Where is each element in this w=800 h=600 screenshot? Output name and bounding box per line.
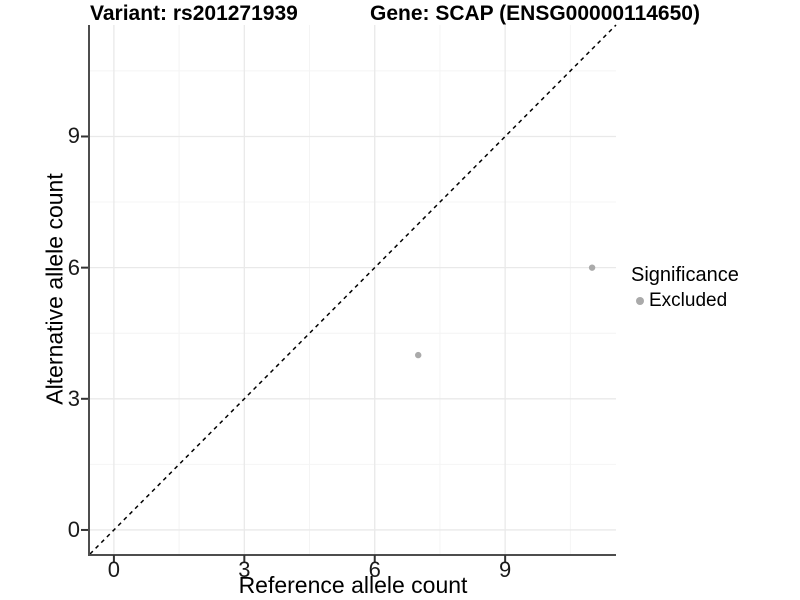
data-point xyxy=(588,264,596,271)
identity-line xyxy=(89,24,617,555)
x-tick-label: 6 xyxy=(368,557,381,582)
legend: Significance Excluded xyxy=(631,264,739,312)
x-axis-title: Reference allele count xyxy=(238,572,468,598)
y-tick-label: 3 xyxy=(67,385,80,411)
x-tick-label: 9 xyxy=(499,557,512,582)
y-axis-title: Alternative allele count xyxy=(41,173,68,405)
legend-point-icon xyxy=(636,297,644,305)
y-tick-label: 0 xyxy=(67,516,80,542)
x-tick-label: 0 xyxy=(107,557,121,582)
plot-title-variant: Variant: rs201271939 xyxy=(90,2,298,25)
plot-title-gene: Gene: SCAP (ENSG00000114650) xyxy=(370,2,700,25)
x-tick-label: 3 xyxy=(238,557,251,582)
data-point xyxy=(415,351,422,359)
y-tick-label: 6 xyxy=(67,254,80,280)
legend-item-label: Excluded xyxy=(649,290,728,311)
legend-item-excluded: Excluded xyxy=(631,290,739,312)
legend-title: Significance xyxy=(631,264,739,286)
y-tick-label: 9 xyxy=(67,123,80,149)
